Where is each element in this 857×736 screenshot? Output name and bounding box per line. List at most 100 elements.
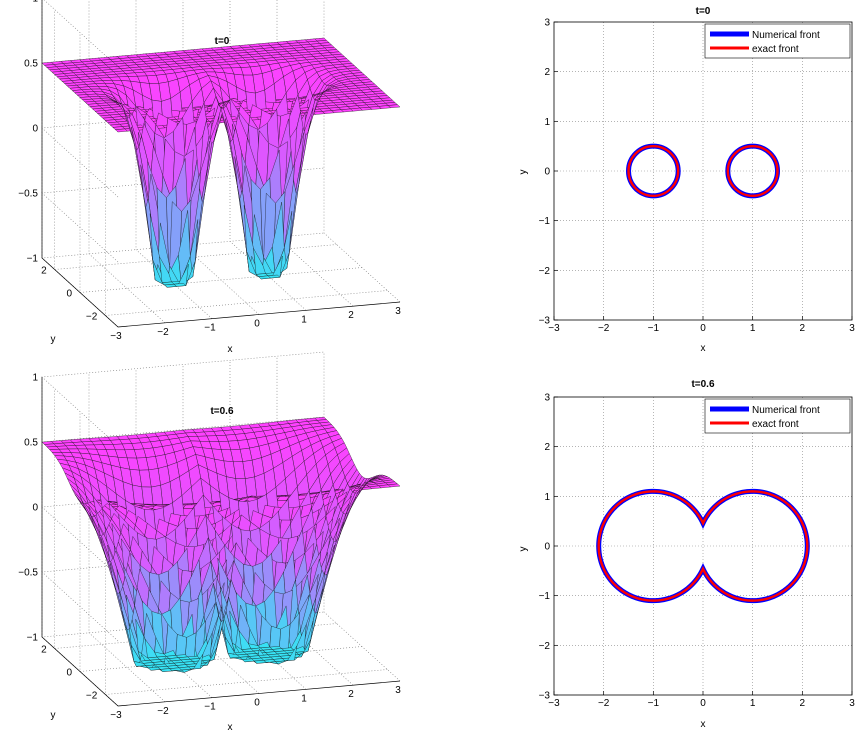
z-tick-label: 1 bbox=[32, 0, 38, 5]
x-tick-label: −3 bbox=[548, 698, 560, 709]
x-tick-label: 2 bbox=[800, 698, 806, 709]
surface-patch bbox=[147, 666, 161, 671]
y-tick-label: −3 bbox=[539, 316, 551, 327]
grid-line bbox=[79, 32, 363, 293]
legend-entry: exact front bbox=[752, 419, 799, 430]
grid-line bbox=[54, 388, 337, 649]
x-tick-label: 2 bbox=[348, 310, 354, 321]
surface-plot-t06: −1 −0.5 0 0.5 1 −3 −2 −1 0 1 2 3 −2 0 2 t=0.6 x y bbox=[18, 351, 401, 733]
x-tick-label: 3 bbox=[849, 698, 855, 709]
x-tick-label: 1 bbox=[750, 323, 756, 334]
front-title: t=0 bbox=[696, 6, 711, 17]
z-tick-label: −0.5 bbox=[18, 189, 38, 200]
legend-box bbox=[704, 23, 851, 59]
y-axis-label: y bbox=[51, 710, 56, 721]
grid-line bbox=[54, 9, 337, 270]
x-axis-label: x bbox=[228, 722, 233, 733]
y-tick-label: −2 bbox=[539, 641, 551, 652]
x-tick-label: 2 bbox=[800, 323, 806, 334]
z-tick-label: 0.5 bbox=[24, 438, 38, 449]
surface-patch bbox=[159, 668, 173, 672]
y-axis-label: y bbox=[518, 170, 529, 175]
axis-edge bbox=[41, 257, 119, 328]
y-tick-label: 0 bbox=[544, 542, 550, 553]
front-plot-t06: −3−3 −2 −2 −1 −1 0 0 1 1 2 2 3 3 Numerical front exact… bbox=[518, 379, 855, 730]
x-tick-label: −1 bbox=[204, 702, 216, 713]
x-tick-label: −2 bbox=[598, 323, 610, 334]
y-tick-label: 2 bbox=[544, 67, 550, 78]
surface-patch bbox=[181, 668, 194, 673]
legend-entry: exact front bbox=[752, 44, 799, 55]
y-tick-label: −1 bbox=[539, 216, 551, 227]
front-plot-t0: −3−3 −2 −2 −1 −1 0 0 1 1 2 2 3 3 Numerical front exact… bbox=[518, 6, 855, 354]
surface-plot-t0: −1 −0.5 0 0.5 1 −3 −2 −1 0 1 2 3 −2 0 2 t=0 x y bbox=[18, 0, 401, 355]
y-tick-label: −1 bbox=[539, 591, 551, 602]
x-tick-label: −3 bbox=[548, 323, 560, 334]
grid-line bbox=[323, 0, 401, 303]
y-tick-label: 2 bbox=[544, 442, 550, 453]
grid-line bbox=[88, 372, 166, 703]
legend-entry: Numerical front bbox=[752, 405, 820, 416]
x-tick-label: 1 bbox=[750, 698, 756, 709]
axis-edge bbox=[117, 301, 401, 328]
x-tick-label: −2 bbox=[157, 706, 169, 717]
y-tick-label: 0 bbox=[66, 668, 72, 679]
y-tick-label: −2 bbox=[86, 312, 98, 323]
x-axis-label: x bbox=[701, 719, 706, 730]
z-tick-label: 0 bbox=[32, 503, 38, 514]
axes-frame bbox=[553, 21, 853, 321]
exact-front-curve bbox=[627, 145, 779, 197]
x-tick-label: −2 bbox=[157, 327, 169, 338]
x-tick-label: 3 bbox=[395, 306, 401, 317]
legend-box bbox=[704, 398, 851, 434]
plot-area bbox=[554, 22, 852, 320]
x-tick-label: 2 bbox=[348, 689, 354, 700]
y-tick-label: 2 bbox=[41, 266, 47, 277]
x-tick-label: 1 bbox=[301, 693, 307, 704]
y-tick-label: −3 bbox=[539, 691, 551, 702]
surface-patch bbox=[253, 660, 267, 664]
surface-patch bbox=[258, 275, 271, 280]
y-axis-label: y bbox=[518, 547, 529, 552]
surface-mesh bbox=[41, 37, 401, 288]
surface-patch bbox=[241, 658, 255, 663]
axis-edge bbox=[41, 636, 119, 707]
x-axis-label: x bbox=[701, 343, 706, 354]
y-tick-label: 3 bbox=[544, 393, 550, 404]
surface-patch bbox=[275, 660, 288, 665]
surface-mesh bbox=[41, 416, 401, 673]
x-tick-label: −1 bbox=[204, 323, 216, 334]
grid-line bbox=[323, 352, 401, 682]
exact-front-curve bbox=[597, 490, 809, 602]
y-tick-label: −2 bbox=[86, 691, 98, 702]
x-tick-label: 0 bbox=[254, 319, 260, 330]
x-tick-label: 3 bbox=[849, 323, 855, 334]
legend-entry: Numerical front bbox=[752, 30, 820, 41]
y-tick-label: −2 bbox=[539, 266, 551, 277]
y-tick-label: 3 bbox=[544, 18, 550, 29]
x-tick-label: 0 bbox=[700, 323, 706, 334]
x-tick-label: 1 bbox=[301, 314, 307, 325]
z-tick-label: 0.5 bbox=[24, 59, 38, 70]
surface-title: t=0.6 bbox=[210, 406, 234, 417]
z-tick-label: −1 bbox=[27, 633, 39, 644]
y-axis-label: y bbox=[51, 334, 56, 345]
z-tick-label: 1 bbox=[32, 373, 38, 384]
y-tick-label: 0 bbox=[544, 167, 550, 178]
x-tick-label: −2 bbox=[598, 698, 610, 709]
x-tick-label: 3 bbox=[395, 685, 401, 696]
axes-frame bbox=[553, 396, 853, 696]
x-tick-label: 0 bbox=[700, 698, 706, 709]
y-tick-label: 0 bbox=[66, 289, 72, 300]
surface-patch bbox=[115, 128, 128, 133]
y-tick-label: 2 bbox=[41, 645, 47, 656]
front-title: t=0.6 bbox=[691, 379, 715, 390]
surface-title: t=0 bbox=[215, 36, 230, 47]
x-axis-label: x bbox=[228, 344, 233, 355]
y-tick-label: 1 bbox=[544, 117, 550, 128]
y-tick-label: 1 bbox=[544, 492, 550, 503]
grid-line bbox=[135, 0, 213, 319]
plot-area bbox=[554, 397, 852, 695]
x-tick-label: −3 bbox=[110, 331, 122, 342]
